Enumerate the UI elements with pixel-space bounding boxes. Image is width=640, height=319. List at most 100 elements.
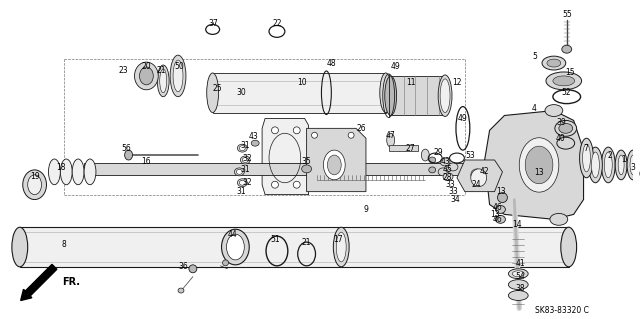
Ellipse shape <box>234 168 244 176</box>
Text: 10: 10 <box>297 78 307 87</box>
Text: 28: 28 <box>442 173 452 182</box>
Text: 42: 42 <box>480 167 490 176</box>
Polygon shape <box>457 160 502 192</box>
Polygon shape <box>20 227 569 267</box>
Polygon shape <box>307 128 366 192</box>
Ellipse shape <box>471 169 486 187</box>
Ellipse shape <box>271 181 278 188</box>
Ellipse shape <box>239 180 245 185</box>
Text: 21: 21 <box>302 238 312 247</box>
Text: 38: 38 <box>515 284 525 293</box>
Ellipse shape <box>421 149 429 161</box>
Ellipse shape <box>293 127 300 134</box>
Text: 1: 1 <box>621 155 625 165</box>
Ellipse shape <box>173 60 183 92</box>
Ellipse shape <box>429 157 436 163</box>
Ellipse shape <box>615 150 627 180</box>
Ellipse shape <box>559 123 573 133</box>
Text: 21: 21 <box>156 66 166 76</box>
Text: 36: 36 <box>178 262 188 271</box>
Text: FR.: FR. <box>62 277 80 287</box>
Ellipse shape <box>236 169 243 174</box>
Ellipse shape <box>604 152 612 178</box>
Text: 49: 49 <box>391 62 401 70</box>
Text: 22: 22 <box>272 19 282 28</box>
Text: 6: 6 <box>639 170 640 179</box>
Text: 26: 26 <box>356 124 366 133</box>
Ellipse shape <box>312 132 317 138</box>
Text: 31: 31 <box>241 141 250 150</box>
Text: 15: 15 <box>565 69 575 78</box>
Text: 43: 43 <box>440 158 450 167</box>
Ellipse shape <box>589 147 602 183</box>
Ellipse shape <box>495 205 506 213</box>
Ellipse shape <box>301 165 312 173</box>
Ellipse shape <box>125 150 132 160</box>
Ellipse shape <box>227 234 244 260</box>
Ellipse shape <box>546 72 582 90</box>
Ellipse shape <box>550 213 568 225</box>
Text: SK83-83320 C: SK83-83320 C <box>534 306 589 315</box>
Ellipse shape <box>72 159 84 185</box>
Ellipse shape <box>495 215 506 223</box>
Ellipse shape <box>618 155 624 175</box>
Ellipse shape <box>140 67 154 85</box>
Polygon shape <box>262 118 308 195</box>
Ellipse shape <box>178 288 184 293</box>
Polygon shape <box>84 163 463 175</box>
Text: 45: 45 <box>442 165 452 174</box>
Ellipse shape <box>438 75 452 116</box>
Ellipse shape <box>627 150 639 180</box>
Text: 49: 49 <box>458 114 468 123</box>
Ellipse shape <box>84 159 96 185</box>
Ellipse shape <box>23 170 47 200</box>
Ellipse shape <box>542 56 566 70</box>
Ellipse shape <box>170 55 186 97</box>
Text: 5: 5 <box>532 52 538 61</box>
Ellipse shape <box>582 144 591 172</box>
Ellipse shape <box>553 76 575 86</box>
Text: 30: 30 <box>236 88 246 97</box>
Ellipse shape <box>157 65 169 97</box>
Text: 24: 24 <box>472 180 481 189</box>
Ellipse shape <box>336 232 346 262</box>
Text: 44: 44 <box>228 230 237 239</box>
Ellipse shape <box>591 152 600 178</box>
Polygon shape <box>390 76 445 115</box>
Ellipse shape <box>448 163 458 171</box>
Text: 37: 37 <box>209 19 218 28</box>
Text: 3: 3 <box>630 163 636 172</box>
FancyArrow shape <box>20 264 57 300</box>
Text: 53: 53 <box>465 151 475 160</box>
Ellipse shape <box>439 76 451 115</box>
Text: 46: 46 <box>493 203 502 212</box>
Ellipse shape <box>49 159 60 185</box>
Text: 13: 13 <box>497 187 506 196</box>
Ellipse shape <box>223 260 228 266</box>
Text: 12: 12 <box>452 78 461 87</box>
Ellipse shape <box>440 158 450 166</box>
Text: 51: 51 <box>270 234 280 244</box>
Text: 55: 55 <box>562 10 572 19</box>
Ellipse shape <box>237 179 247 187</box>
Text: 13: 13 <box>490 210 499 219</box>
Polygon shape <box>484 111 584 219</box>
Ellipse shape <box>293 181 300 188</box>
Text: 7: 7 <box>583 144 588 152</box>
Ellipse shape <box>252 140 259 146</box>
Ellipse shape <box>497 193 508 203</box>
Ellipse shape <box>466 164 488 186</box>
Ellipse shape <box>443 173 453 181</box>
Text: 2: 2 <box>608 151 612 160</box>
Text: 34: 34 <box>450 195 460 204</box>
Text: 29: 29 <box>433 148 443 157</box>
Ellipse shape <box>241 156 250 164</box>
Ellipse shape <box>525 146 553 184</box>
Ellipse shape <box>555 121 577 136</box>
Ellipse shape <box>271 127 278 134</box>
Text: 8: 8 <box>62 240 67 249</box>
Ellipse shape <box>440 79 450 113</box>
Text: 31: 31 <box>237 187 246 196</box>
Text: 11: 11 <box>406 78 415 87</box>
Text: 20: 20 <box>141 62 151 70</box>
